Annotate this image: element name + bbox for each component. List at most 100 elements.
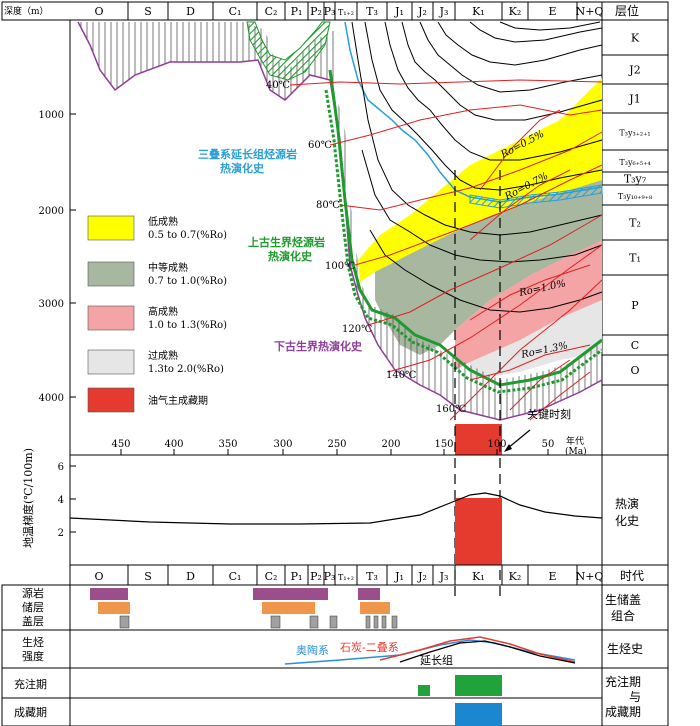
upper-paleozoic-band [246, 21, 331, 81]
bottom-period-label: K₂ [509, 570, 522, 583]
triassic-label-line2: 热演化史 [220, 161, 265, 175]
age-tick-label: 100 [487, 439, 506, 450]
charge-right-label-1: 充注期 [605, 674, 641, 689]
row-label-generation-1: 生烃 [22, 635, 44, 649]
lower-paleozoic-label: 下古生界热演化史 [274, 339, 363, 353]
top-period-header: O S D C₁ C₂ P₁ P₂ P₃ T₁₊₂ T₃ J₁ J₂ J₃ K₁ K₂ E N+Q [94, 2, 603, 20]
source-bar-ordovician [90, 588, 128, 600]
age-tick-label: 50 [542, 439, 555, 450]
bottom-time-label: 时代 [620, 569, 644, 583]
charge-right-label-3: 成藏期 [605, 705, 641, 719]
depth-tick-label: 4000 [39, 393, 64, 404]
legend-swatch [87, 305, 135, 331]
upper-paleozoic-curve [328, 69, 603, 387]
layer-label: O [630, 364, 639, 377]
seal-bars [119, 615, 398, 629]
charge-right-label-2: 与 [629, 690, 641, 704]
age-tick-label: 350 [218, 439, 237, 450]
top-header: 深度（m） O S D C₁ C₂ P₁ P₂ P₃ T₁₊₂ T₃ J₁ J₂ J₃ K₁ K₂ E N+Q … [1, 1, 669, 21]
depth-tick-label: 3000 [39, 299, 64, 310]
temperature-label: 120℃ [342, 324, 372, 335]
bottom-period-label: C₁ [229, 570, 242, 583]
bottom-period-label: P₂ [310, 570, 322, 583]
age-axis-label: 年代 [566, 435, 584, 447]
legend-swatch [87, 349, 135, 375]
depth-header-label: 深度（m） [4, 5, 49, 17]
age-axis-unit: (Ma) [565, 446, 587, 457]
layer-label: T₃y₁₀₊₉₊₈ [618, 192, 652, 201]
depth-tick-label: 2000 [39, 206, 64, 217]
generation-curve-yanchang [399, 640, 576, 664]
bottom-period-label: S [144, 570, 152, 583]
legend-range: 1.3to 2.0(%Ro) [148, 364, 224, 375]
top-period-label: T₁₊₂ [338, 8, 354, 17]
temperature-label: 160℃ [436, 404, 466, 415]
reservoir-bar-triassic [360, 602, 390, 614]
medium-mature-zone [375, 178, 602, 355]
gradient-y-label: 地温梯度(℃/100m) [21, 448, 35, 548]
source-bar-triassic [358, 588, 380, 600]
top-period-label: N+Q [576, 5, 604, 18]
bottom-period-label: J₃ [439, 570, 449, 583]
bottom-period-label: D [186, 570, 195, 583]
generation-panel: 生烃 强度 生烃史 奥陶系 石炭-二叠系 延长组 [1, 629, 669, 669]
top-period-label: K₁ [472, 5, 485, 18]
upper-paleozoic-label-line1: 上古生界烃源岩 [248, 235, 325, 249]
bottom-period-label: T₃ [366, 570, 378, 583]
gradient-accumulation-block [455, 498, 502, 565]
bottom-period-label: J₂ [417, 570, 427, 583]
triassic-label-line1: 三叠系延长组烃源岩 [198, 147, 297, 161]
top-period-label: T₃ [366, 5, 378, 18]
age-tick-label: 300 [273, 439, 292, 450]
row-label-seal: 盖层 [22, 614, 44, 628]
row-label-charging: 充注期 [14, 677, 47, 691]
top-period-label: P₁ [291, 5, 303, 18]
bottom-header: O S D C₁ C₂ P₁ P₂ P₃ T₁₊₂ T₃ J₁ J₂ J₃ K₁ K₂ E N+Q 时代 [69, 564, 669, 586]
top-period-label: P₃ [324, 5, 336, 18]
key-moment-arrow [507, 429, 531, 449]
assemblage-panel: 源岩 储层 盖层 生储盖 组合 [1, 584, 669, 631]
layer-label: T₃y₃₊₂₊₁ [619, 129, 650, 138]
legend-label: 低成熟 [148, 215, 178, 228]
age-tick-label: 400 [164, 439, 183, 450]
layer-label: P [631, 299, 639, 312]
upper-paleozoic-label-line2: 热演化史 [268, 249, 313, 263]
top-period-label: C₁ [229, 5, 242, 18]
top-period-label: P₂ [310, 5, 322, 18]
source-bar-carb-permian [253, 588, 328, 600]
upper-paleozoic-curve-lower [324, 89, 603, 394]
right-layer-column: K J2 J1 T₃y₃₊₂₊₁ T₃y₆₊₅₊₄ T₃y₇ T₃y₁₀₊₉₊₈ T₂ T₁ P C… [602, 32, 668, 386]
layer-label: J2 [628, 64, 640, 77]
temperature-lines [289, 79, 603, 421]
assemblage-right-label-2: 组合 [611, 608, 635, 623]
top-period-label: O [94, 5, 103, 18]
reservoir-bar-ordovician [98, 602, 130, 614]
gradient-panel: 6 4 2 地温梯度(℃/100m) 热演 化史 [21, 448, 669, 566]
depth-axis: 1000 2000 3000 4000 [39, 110, 76, 404]
top-period-label: E [548, 5, 556, 18]
layers-header-label: 层位 [615, 3, 639, 18]
gen-label-carb-permian: 石炭-二叠系 [340, 641, 399, 654]
legend-range: 1.0 to 1.3(%Ro) [148, 320, 227, 331]
bottom-period-label: K₁ [472, 570, 485, 583]
legend-range: 0.7 to 1.0(%Ro) [148, 276, 227, 287]
top-period-label: C₂ [265, 5, 278, 18]
bottom-period-label: O [94, 570, 103, 583]
temperature-label: 140℃ [386, 370, 416, 381]
key-moment-label: 关键时刻 [527, 407, 571, 421]
legend-range: 0.5 to 0.7(%Ro) [148, 230, 227, 241]
generation-curve-ordovician [284, 639, 576, 665]
bottom-period-label: T₁₊₂ [338, 573, 354, 582]
temperature-label: 40℃ [266, 80, 290, 91]
temperature-label: 80℃ [316, 200, 340, 211]
gen-label-yanchang: 延长组 [420, 653, 453, 667]
burial-lines [351, 21, 603, 313]
temperature-label: 60℃ [308, 140, 332, 151]
charging-bar-main [455, 675, 502, 696]
top-period-label: J₁ [394, 5, 404, 18]
low-mature-zone [358, 78, 602, 282]
charging-panel: 充注期 成藏期 充注期 与 成藏期 [1, 667, 669, 726]
legend-swatch [87, 215, 135, 241]
bottom-period-label: C₂ [265, 570, 278, 583]
